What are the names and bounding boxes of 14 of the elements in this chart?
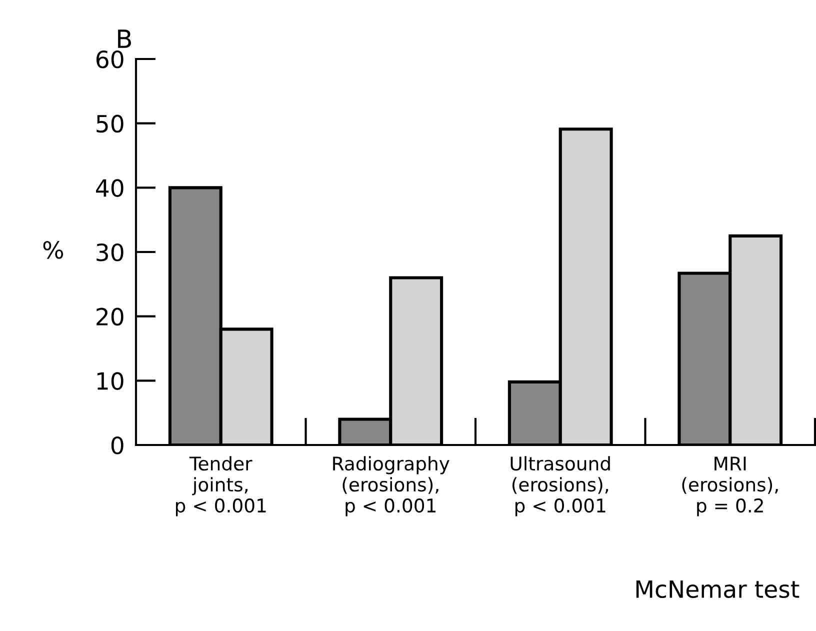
- y-tick-label: 60: [96, 50, 124, 68]
- y-tick-label: 40: [96, 179, 124, 197]
- y-axis-title: %: [43, 240, 64, 259]
- y-tick-label: 30: [96, 243, 124, 262]
- y-tick-label: 20: [96, 308, 124, 326]
- y-tick-label: 10: [97, 372, 124, 390]
- x-tick-label: MRI (erosions), p = 0.2: [682, 456, 778, 516]
- text: McNemar test: [636, 580, 800, 598]
- x-tick-label: Tender joints, p < 0.001: [176, 456, 266, 516]
- y-tick-label: 0: [111, 436, 124, 454]
- x-tick-label: Ultrasound (erosions), p < 0.001: [510, 456, 610, 516]
- chart-title: B: [118, 30, 132, 48]
- x-tick-label: Radiography (erosions), p < 0.001: [333, 456, 450, 516]
- y-tick-label: 50: [96, 114, 124, 133]
